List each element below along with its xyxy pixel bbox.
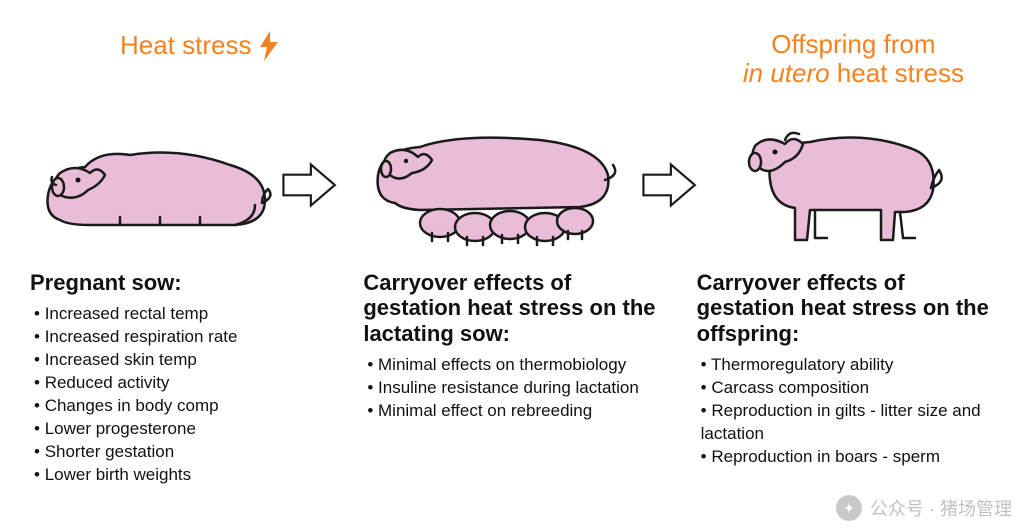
list-item: Changes in body comp	[34, 395, 333, 418]
list-item: Insuline resistance during lactation	[367, 377, 666, 400]
lightning-bolt-icon	[258, 31, 280, 61]
panel-image-3	[710, 110, 960, 260]
offspring-line2: in utero heat stress	[743, 59, 964, 88]
column-3: Carryover effects of gestation heat stre…	[697, 270, 1000, 487]
list-item: Lower progesterone	[34, 418, 333, 441]
list-item: Increased respiration rate	[34, 326, 333, 349]
offspring-heading: Offspring from in utero heat stress	[743, 30, 964, 87]
infographic-canvas: Heat stress Offspring from in utero heat…	[0, 0, 1024, 531]
list-item: Shorter gestation	[34, 441, 333, 464]
panel-image-2	[340, 115, 640, 255]
column-3-list: Thermoregulatory ability Carcass composi…	[697, 354, 1000, 469]
offspring-line1: Offspring from	[743, 30, 964, 59]
arrow-2	[640, 155, 700, 215]
list-item: Lower birth weights	[34, 464, 333, 487]
list-item: Increased skin temp	[34, 349, 333, 372]
panel-image-1	[30, 125, 280, 245]
column-1-title: Pregnant sow:	[30, 270, 333, 295]
offspring-italic: in utero	[743, 58, 830, 88]
list-item: Thermoregulatory ability	[701, 354, 1000, 377]
column-2-list: Minimal effects on thermobiology Insulin…	[363, 354, 666, 423]
text-columns: Pregnant sow: Increased rectal temp Incr…	[30, 270, 1000, 487]
column-2: Carryover effects of gestation heat stre…	[363, 270, 666, 487]
lactating-sow-icon	[340, 115, 640, 255]
watermark-text: 公众号 · 猪场管理	[870, 495, 1012, 521]
column-1-list: Increased rectal temp Increased respirat…	[30, 303, 333, 487]
offspring-rest: heat stress	[830, 58, 964, 88]
list-item: Reproduction in boars - sperm	[701, 446, 1000, 469]
arrow-right-icon	[640, 155, 700, 215]
column-1: Pregnant sow: Increased rectal temp Incr…	[30, 270, 333, 487]
pregnant-sow-icon	[30, 125, 280, 245]
list-item: Minimal effects on thermobiology	[367, 354, 666, 377]
list-item: Carcass composition	[701, 377, 1000, 400]
heat-stress-label: Heat stress	[120, 30, 280, 61]
wechat-icon: ✦	[836, 495, 862, 521]
arrow-1	[280, 155, 340, 215]
offspring-pig-icon	[715, 110, 955, 260]
column-2-title: Carryover effects of gestation heat stre…	[363, 270, 666, 346]
list-item: Minimal effect on rebreeding	[367, 400, 666, 423]
column-3-title: Carryover effects of gestation heat stre…	[697, 270, 1000, 346]
list-item: Increased rectal temp	[34, 303, 333, 326]
heat-stress-text: Heat stress	[120, 30, 252, 61]
list-item: Reduced activity	[34, 372, 333, 395]
arrow-right-icon	[280, 155, 340, 215]
image-row	[30, 110, 990, 260]
watermark: ✦ 公众号 · 猪场管理	[836, 495, 1012, 521]
top-labels: Heat stress Offspring from in utero heat…	[0, 30, 1024, 100]
list-item: Reproduction in gilts - litter size and …	[701, 400, 1000, 446]
